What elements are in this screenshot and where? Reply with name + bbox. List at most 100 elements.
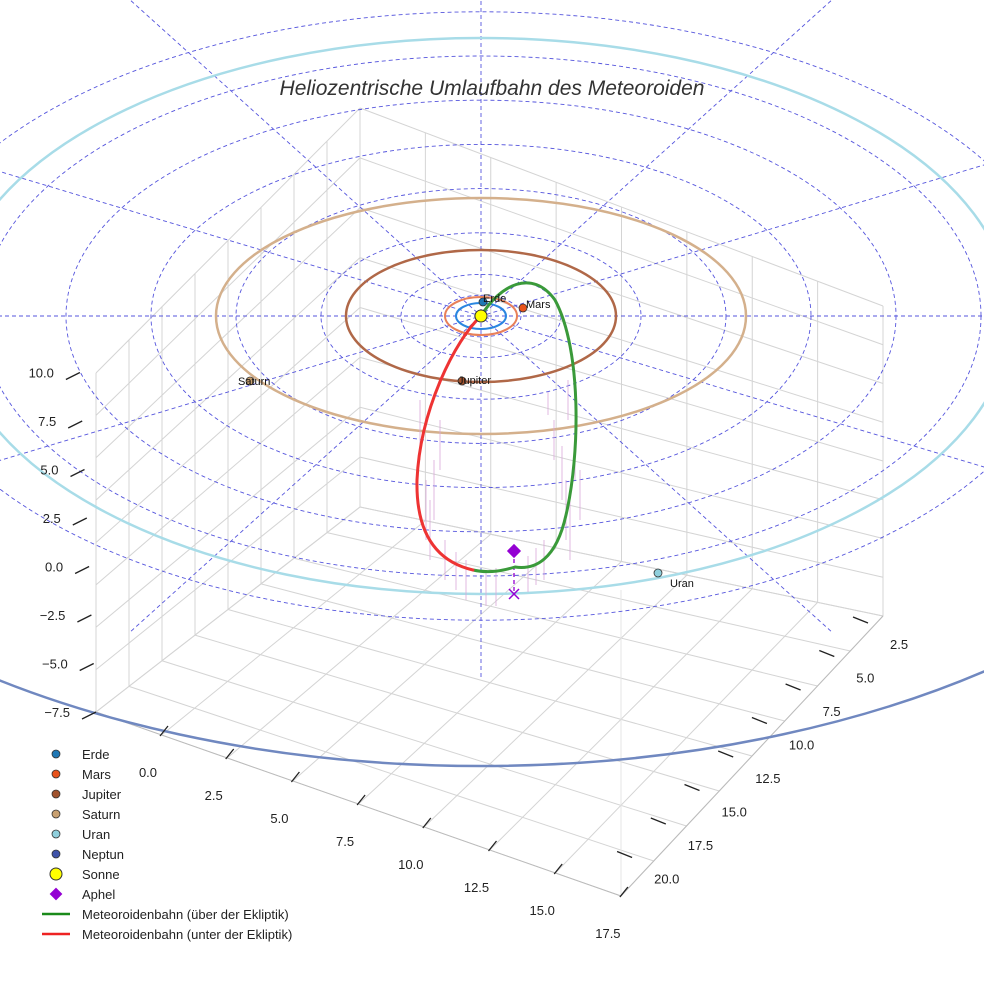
wall-grid-line [359, 257, 884, 423]
x-tick-label: 10.0 [398, 857, 423, 872]
y-tick-label: 10.0 [789, 738, 814, 753]
floor-grid-line [227, 609, 753, 757]
x-tick-mark [159, 725, 169, 737]
legend-label: Meteoroidenbahn (unter der Ekliptik) [82, 927, 292, 942]
y-tick-label: 20.0 [654, 872, 679, 887]
legend-label: Neptun [82, 847, 124, 862]
floor-grid-line [423, 574, 688, 828]
legend-swatch [51, 789, 61, 799]
y-tick-mark [717, 750, 734, 758]
meteoroid-path-above [471, 281, 578, 574]
wall-grid-line [359, 207, 884, 384]
floor-grid-line [326, 532, 851, 652]
wall-grid-line [95, 157, 361, 416]
wall-grid-line [95, 257, 361, 501]
legend-label: Erde [82, 747, 109, 762]
x-tick-mark [553, 863, 563, 875]
y-tick-mark [819, 649, 835, 658]
z-tick-label: 2.5 [43, 511, 61, 526]
z-tick-mark [67, 420, 83, 429]
x-tick-mark [225, 748, 235, 760]
x-tick-label: 15.0 [530, 903, 555, 918]
z-tick-label: −7.5 [44, 705, 70, 720]
x-tick-mark [487, 840, 498, 852]
legend-swatch [49, 867, 63, 881]
legend: Erde Mars Jupiter Saturn Uran Neptun Sonne Aphe… [42, 747, 292, 942]
y-tick-label: 2.5 [890, 637, 908, 652]
planet-marker-erde [478, 297, 488, 307]
wall-grid-line [95, 207, 361, 459]
wall-grid-line [95, 307, 361, 543]
planet-orbit [0, 670, 984, 768]
legend-swatch [51, 829, 61, 839]
legend-label: Jupiter [82, 787, 122, 802]
legend-swatch [51, 809, 61, 819]
z-tick-label: 5.0 [40, 463, 58, 478]
planet-label-saturn: Saturn [238, 376, 270, 388]
aphel-marker [506, 543, 522, 559]
planet-orbit [214, 196, 748, 436]
markers: Erde Mars Jupiter Saturn Uran [238, 293, 694, 600]
y-tick-label: 17.5 [688, 838, 713, 853]
x-tick-label: 12.5 [464, 880, 489, 895]
y-tick-label: 15.0 [722, 805, 747, 820]
y-tick-label: 5.0 [856, 671, 874, 686]
legend-label: Meteoroidenbahn (über der Ekliptik) [82, 907, 289, 922]
x-tick-label: 0.0 [139, 765, 157, 780]
meteoroid-path-below [415, 314, 483, 572]
planet-marker-saturn [245, 376, 255, 386]
x-tick-label: 7.5 [336, 834, 354, 849]
planet-orbit [344, 248, 618, 384]
y-tick-mark [684, 783, 700, 792]
planet-marker-mars [518, 303, 528, 313]
z-tick-mark [77, 614, 92, 623]
wall-grid-line [359, 107, 884, 307]
floor-grid-line [260, 583, 785, 722]
x-tick-label: 17.5 [595, 926, 620, 941]
planet-orbit [0, 36, 984, 596]
axis-grid [95, 107, 884, 897]
chart-title: Heliozentrische Umlaufbahn des Meteoroid… [280, 77, 705, 100]
x-tick-label: 2.5 [205, 788, 223, 803]
legend-label: Mars [82, 767, 111, 782]
y-tick-mark [751, 716, 768, 725]
axis-ticks: −7.5 −5.0 −2.5 0.0 2.5 5.0 7.5 10.0 0.0 2.5 5.0 7.5… [29, 366, 908, 942]
planet-label-uran: Uran [670, 578, 694, 590]
y-tick-label: 12.5 [755, 771, 780, 786]
legend-swatch [49, 887, 63, 901]
z-tick-mark [74, 565, 90, 575]
legend-label: Uran [82, 827, 110, 842]
legend-swatch [51, 749, 61, 759]
floor-grid-line [555, 602, 818, 874]
legend-swatch [51, 769, 61, 779]
ecliptic-grid [0, 0, 984, 680]
z-tick-mark [70, 468, 85, 478]
x-tick-mark [422, 817, 432, 829]
planet-orbits [0, 36, 984, 768]
y-tick-label: 7.5 [823, 704, 841, 719]
ecliptic-ring [320, 232, 642, 400]
z-tick-label: 7.5 [38, 414, 56, 429]
wall-grid-line [95, 107, 361, 374]
ecliptic-ring [440, 294, 522, 338]
x-tick-mark [619, 886, 629, 898]
z-tick-label: 10.0 [29, 366, 54, 381]
planet-label-erde: Erde [483, 293, 506, 305]
legend-label: Sonne [82, 867, 120, 882]
y-tick-mark [616, 850, 633, 859]
y-tick-mark [650, 817, 667, 825]
z-tick-mark [79, 662, 94, 672]
planet-label-mars: Mars [526, 299, 551, 311]
z-tick-label: −2.5 [40, 608, 66, 623]
sun-marker [474, 309, 488, 323]
floor-grid-line [293, 557, 818, 687]
legend-swatch [51, 849, 61, 859]
z-tick-label: 0.0 [45, 560, 63, 575]
x-tick-label: 5.0 [270, 811, 288, 826]
planet-label-jupiter: Jupiter [458, 375, 491, 387]
z-tick-mark [81, 711, 97, 720]
z-tick-mark [72, 517, 88, 526]
y-tick-mark [852, 616, 869, 624]
x-tick-mark [290, 771, 300, 783]
